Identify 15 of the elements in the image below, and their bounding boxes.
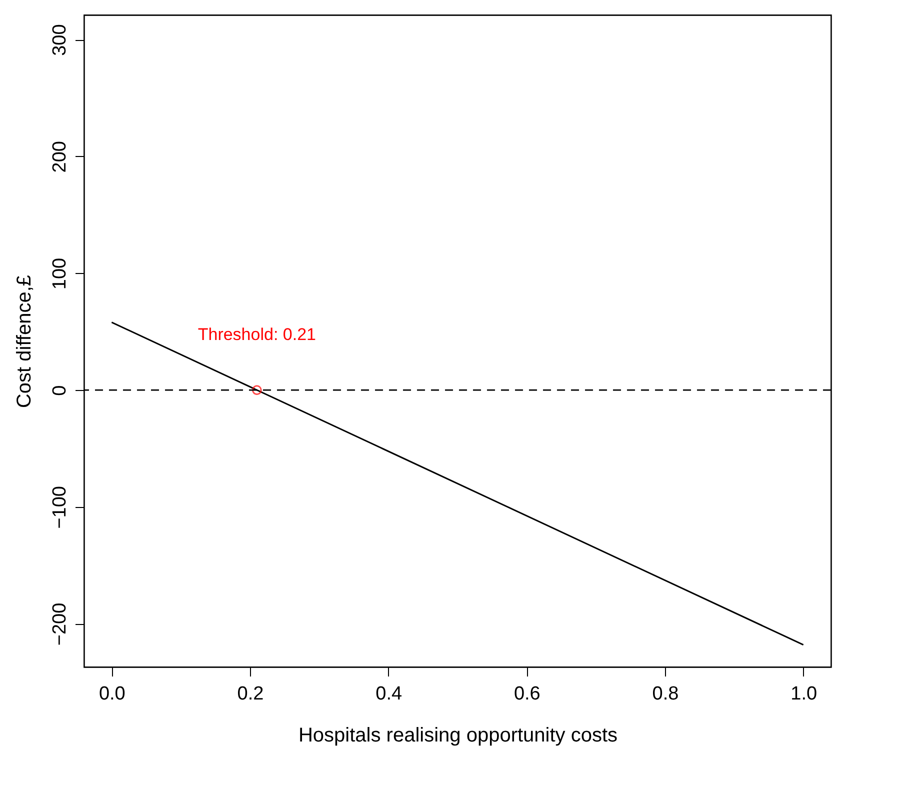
y-tick-label: 200 xyxy=(50,141,70,173)
y-tick-label: 0 xyxy=(50,385,70,396)
x-tick-label: 0.4 xyxy=(376,684,402,704)
y-tick-label: 100 xyxy=(50,258,70,290)
y-tick-label: −200 xyxy=(50,602,70,646)
x-tick-label: 1.0 xyxy=(790,684,818,704)
x-tick-label: 0.0 xyxy=(98,684,126,704)
x-tick-label: 0.8 xyxy=(652,684,679,704)
y-tick-label: −100 xyxy=(50,486,70,529)
x-tick-label: 0.6 xyxy=(514,684,540,704)
x-tick-label: 0.2 xyxy=(237,684,264,704)
y-tick-label: 300 xyxy=(50,24,70,56)
x-axis-title: Hospitals realising opportunity costs xyxy=(298,724,618,746)
y-axis-title: Cost diffence,£ xyxy=(14,274,36,408)
annotation: Threshold: 0.21 xyxy=(198,325,316,344)
